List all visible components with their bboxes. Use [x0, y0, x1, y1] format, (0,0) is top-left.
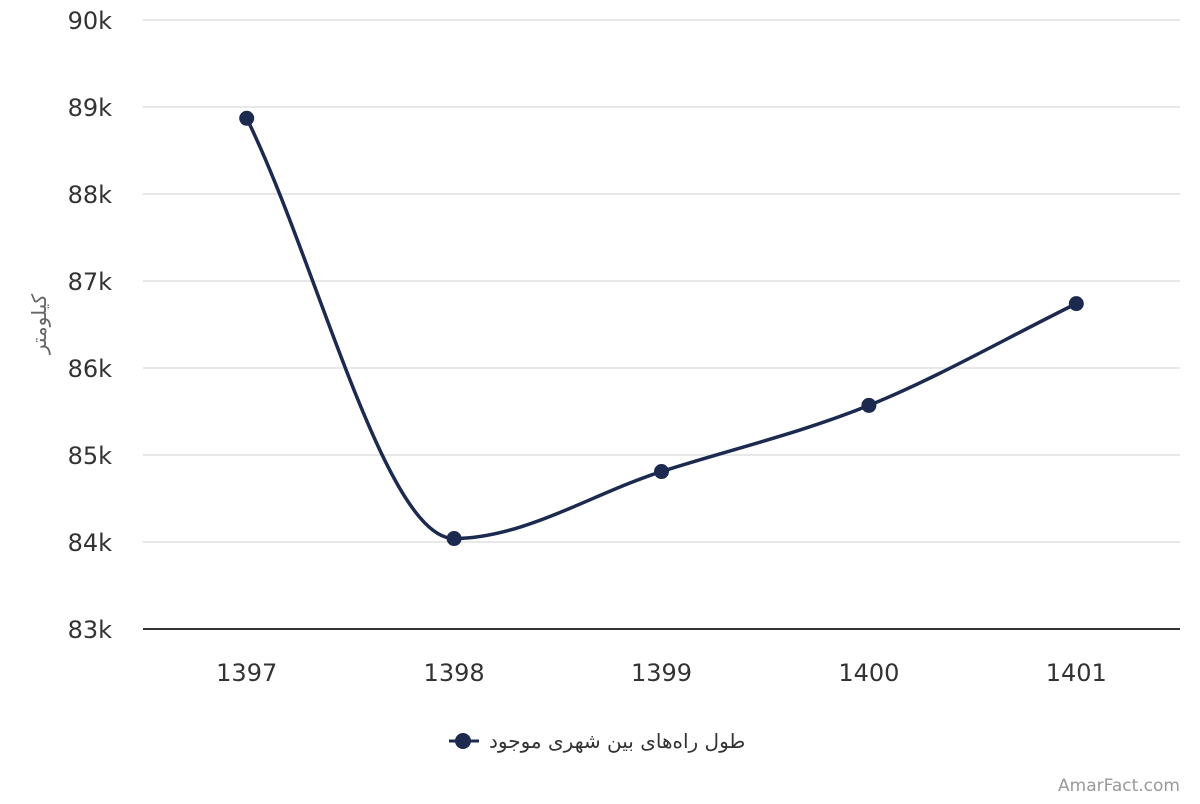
x-tick-label: 1400	[838, 659, 899, 687]
y-tick-label: 88k	[68, 181, 113, 209]
y-axis-label: کیلومتر	[27, 293, 51, 355]
y-tick-label: 89k	[68, 94, 113, 122]
series-layer	[239, 110, 1084, 547]
y-tick-label: 83k	[68, 616, 113, 644]
legend-label: طول راه‌های بین شهری موجود	[489, 729, 745, 753]
gridlines	[143, 19, 1180, 543]
x-axis-ticks: 1397 1398 1399 1400 1401	[216, 659, 1107, 687]
legend[interactable]: طول راه‌های بین شهری موجود	[449, 729, 745, 753]
legend-dot-marker	[455, 733, 471, 749]
x-tick-label: 1401	[1046, 659, 1107, 687]
y-tick-label: 86k	[68, 355, 113, 383]
y-tick-label: 84k	[68, 529, 113, 557]
x-tick-label: 1398	[424, 659, 485, 687]
credit-text[interactable]: AmarFact.com	[1058, 776, 1180, 796]
x-tick-label: 1399	[631, 659, 692, 687]
series-line	[245, 117, 1078, 541]
data-point	[861, 397, 877, 413]
y-axis-ticks: 83k 84k 85k 86k 87k 88k 89k 90k	[68, 7, 113, 644]
y-tick-label: 85k	[68, 442, 113, 470]
data-point	[446, 531, 462, 547]
x-tick-label: 1397	[216, 659, 277, 687]
data-point	[239, 110, 255, 126]
data-point	[1068, 296, 1084, 312]
y-tick-label: 87k	[68, 268, 113, 296]
data-point	[654, 464, 669, 480]
y-tick-label: 90k	[68, 7, 113, 35]
